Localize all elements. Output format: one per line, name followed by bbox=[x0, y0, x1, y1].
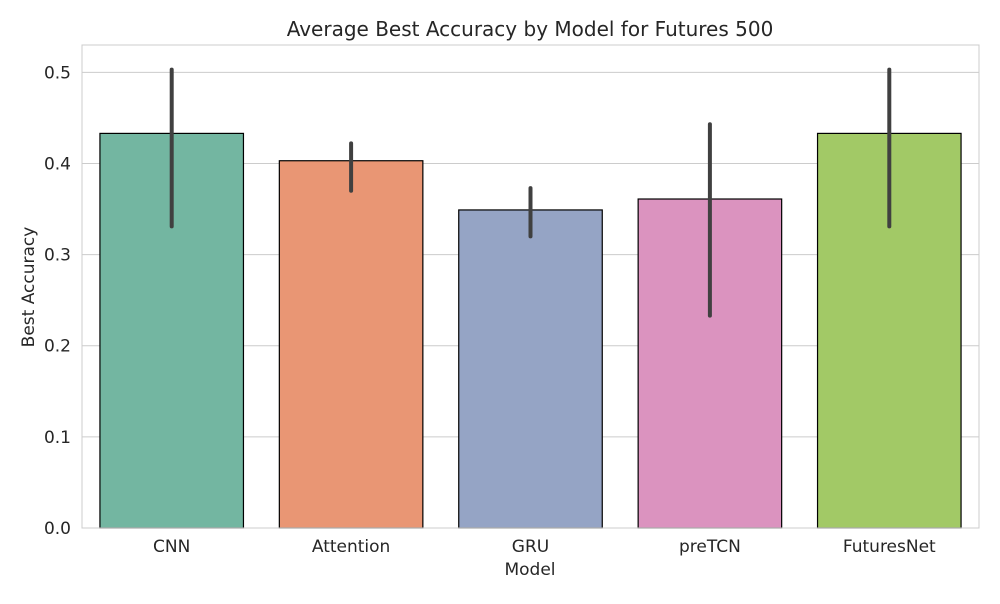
y-tick-label: 0.2 bbox=[44, 337, 71, 357]
y-tick-label: 0.4 bbox=[44, 154, 71, 174]
bar-attention bbox=[278, 160, 424, 529]
chart-title: Average Best Accuracy by Model for Futur… bbox=[287, 17, 774, 41]
y-tick-labels: 0.0 0.1 0.2 0.3 0.4 0.5 bbox=[44, 63, 71, 539]
x-tick-label: Attention bbox=[312, 537, 390, 557]
y-axis-label: Best Accuracy bbox=[19, 227, 39, 348]
x-tick-label: preTCN bbox=[679, 537, 741, 557]
y-tick-label: 0.1 bbox=[44, 428, 71, 448]
x-axis-label: Model bbox=[504, 560, 555, 580]
x-tick-label: GRU bbox=[512, 537, 549, 557]
plot-frame bbox=[81, 44, 980, 529]
error-bars bbox=[169, 67, 892, 318]
y-tick-label: 0.5 bbox=[44, 63, 71, 83]
y-tick-label: 0.0 bbox=[44, 519, 71, 539]
y-tick-label: 0.3 bbox=[44, 246, 71, 266]
x-tick-label: CNN bbox=[153, 537, 190, 557]
bar-gru bbox=[458, 209, 603, 529]
x-tick-labels: CNN Attention GRU preTCN FuturesNet bbox=[153, 537, 936, 557]
x-tick-label: FuturesNet bbox=[843, 537, 936, 557]
